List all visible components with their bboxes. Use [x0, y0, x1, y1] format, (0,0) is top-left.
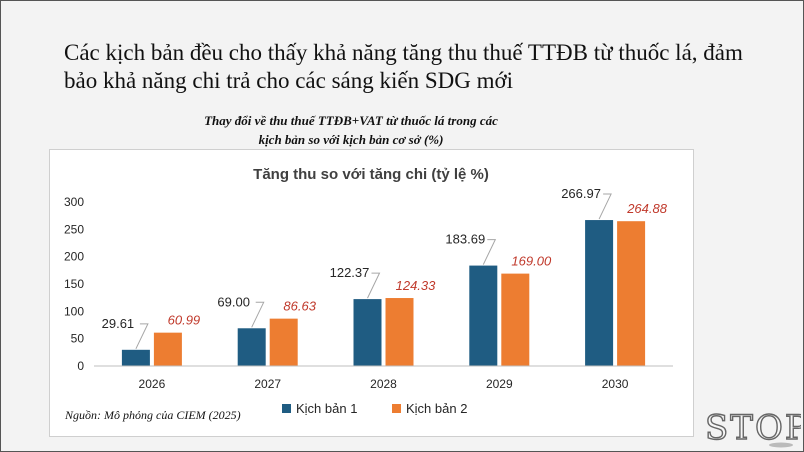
data-label-leader-line — [598, 193, 612, 220]
bar-scenario-1 — [121, 349, 150, 366]
bar-scenario-1 — [469, 265, 498, 366]
bar-scenario-1 — [353, 299, 382, 366]
data-label-scenario-2: 264.88 — [626, 201, 668, 216]
data-label-scenario-1: 266.97 — [561, 186, 601, 201]
x-tick-label: 2030 — [602, 377, 629, 391]
bar-scenario-2 — [153, 332, 182, 366]
bar-scenario-2 — [385, 298, 414, 366]
slide-title: Các kịch bản đều cho thấy khả năng tăng … — [64, 40, 743, 93]
y-axis: 0 50 100 150 200 250 300 — [64, 195, 84, 373]
x-axis: 2026 2027 2028 2029 2030 — [94, 365, 673, 391]
data-label-scenario-1: 122.37 — [330, 265, 370, 280]
x-tick-label: 2027 — [254, 377, 281, 391]
data-label-scenario-2: 169.00 — [511, 254, 552, 269]
bar-chart: Tăng thu so với tăng chi (tỷ lệ %) 0 50 10… — [64, 166, 673, 416]
legend-swatch — [282, 404, 291, 413]
x-tick-label: 2029 — [486, 377, 513, 391]
chart-subtitle-line-1: Thay đổi về thu thuế TTĐB+VAT từ thuốc l… — [204, 113, 498, 128]
bar-scenario-1 — [237, 328, 266, 366]
y-tick-label: 250 — [64, 222, 84, 236]
y-tick-label: 100 — [64, 304, 84, 318]
bar-scenario-2 — [269, 318, 298, 366]
x-tick-label: 2028 — [370, 377, 397, 391]
data-label-scenario-2: 124.33 — [396, 278, 437, 293]
bars: 29.61 60.99 69.00 86.63 122.37 124.33 183.69 16… — [102, 186, 668, 366]
legend: Kịch bản 1 Kịch bản 2 — [282, 401, 467, 416]
chart-container: Tăng thu so với tăng chi (tỷ lệ %) 0 50 10… — [49, 149, 694, 437]
chart-subtitle: Thay đổi về thu thuế TTĐB+VAT từ thuốc l… — [191, 111, 511, 149]
bar-scenario-2 — [501, 273, 530, 366]
data-label-scenario-1: 29.61 — [102, 316, 135, 331]
legend-swatch — [392, 404, 401, 413]
chart-title: Tăng thu so với tăng chi (tỷ lệ %) — [253, 166, 489, 183]
data-label-leader-line — [482, 239, 497, 265]
data-label-leader-line — [367, 272, 381, 299]
y-tick-label: 0 — [77, 359, 84, 373]
source-note: Nguồn: Mô phỏng của CIEM (2025) — [65, 408, 241, 422]
y-tick-label: 300 — [64, 195, 84, 209]
legend-label: Kịch bản 1 — [296, 401, 357, 416]
data-label-scenario-1: 69.00 — [217, 294, 250, 309]
bar-scenario-2 — [617, 221, 646, 366]
logo-ash-shape — [769, 442, 793, 448]
data-label-leader-line — [135, 323, 149, 350]
data-label-scenario-1: 183.69 — [445, 232, 485, 247]
data-label-leader-line — [251, 301, 265, 328]
bar-scenario-1 — [585, 220, 614, 366]
data-label-scenario-2: 60.99 — [168, 313, 201, 328]
y-tick-label: 150 — [64, 277, 84, 291]
x-tick-label: 2026 — [139, 377, 166, 391]
data-label-scenario-2: 86.63 — [283, 299, 316, 314]
chart-subtitle-line-2: kịch bản so với kịch bản cơ sở (%) — [258, 132, 444, 147]
legend-label: Kịch bản 2 — [406, 401, 467, 416]
stop-logo: STOP — [704, 407, 801, 448]
stop-logo-text: STOP — [705, 408, 801, 448]
y-tick-label: 200 — [64, 250, 84, 264]
y-tick-label: 50 — [71, 332, 85, 346]
